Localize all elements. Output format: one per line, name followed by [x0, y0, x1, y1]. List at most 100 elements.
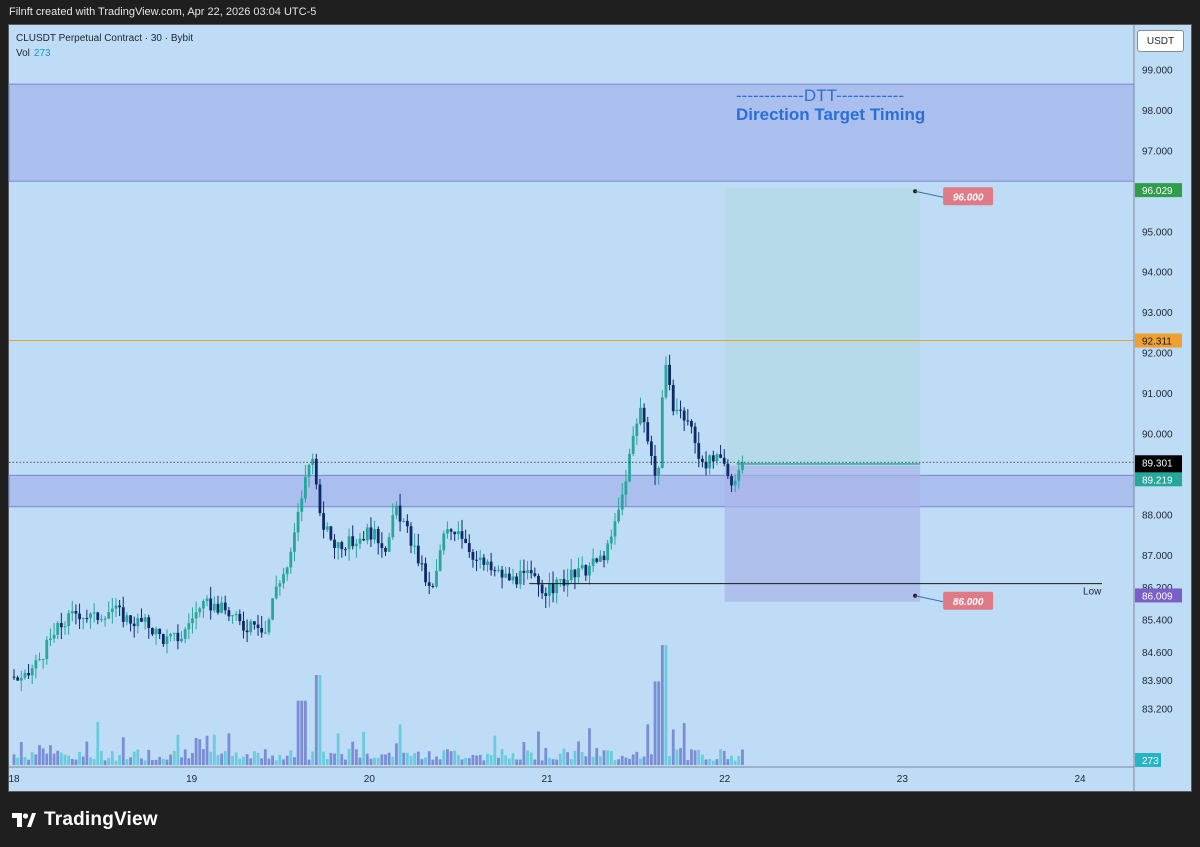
y-tick-label: 92.000 [1142, 349, 1173, 360]
volume-bar [103, 760, 107, 765]
volume-bar [212, 734, 216, 765]
volume-bar [558, 753, 562, 765]
volume-bar [504, 755, 508, 765]
target-callout-label: 96.000 [953, 192, 984, 203]
candle-body [664, 364, 668, 398]
volume-bar [154, 759, 158, 765]
candle-body [118, 605, 122, 608]
candle-body [74, 611, 78, 614]
candle-body [365, 527, 369, 541]
candle-body [85, 618, 89, 620]
candle-body [369, 527, 373, 540]
volume-bar [671, 729, 675, 765]
volume-bar [118, 755, 122, 765]
candle-body [67, 613, 71, 627]
volume-bar [464, 757, 468, 765]
candle-body [628, 453, 631, 482]
volume-bar [606, 750, 610, 765]
candle-body [187, 623, 191, 630]
candle-body [442, 533, 446, 551]
attribution-header: Filnft created with TradingView.com, Apr… [9, 6, 317, 18]
candle-body [518, 570, 522, 585]
volume-bar [690, 749, 693, 765]
annotation-title[interactable]: ------------DTT------------ [736, 86, 904, 105]
volume-bar [387, 752, 391, 765]
volume-bar [405, 752, 409, 765]
symbol-legend: CLUSDT Perpetual Contract · 30 · Bybit [16, 33, 194, 44]
low-label: Low [1083, 587, 1102, 598]
candle-body [722, 457, 726, 464]
volume-bar [435, 756, 438, 765]
volume-bar [486, 753, 489, 765]
volume-bar [598, 756, 602, 765]
candle-body [555, 579, 559, 594]
candle-body [690, 420, 693, 427]
candle-body [110, 608, 114, 613]
candle-body [533, 573, 537, 576]
volume-bar [78, 751, 81, 765]
volume-bar [628, 758, 631, 765]
candle-body [27, 672, 30, 676]
candle-body [307, 464, 311, 477]
candle-body [606, 543, 610, 561]
volume-bar [129, 757, 132, 765]
candle-body [30, 668, 34, 676]
candle-body [59, 622, 63, 628]
candle-body [500, 569, 504, 578]
volume-bar [446, 749, 449, 765]
candle-body [649, 441, 653, 457]
candle-body [354, 543, 358, 547]
volume-bar [227, 733, 231, 765]
volume-bar [548, 757, 551, 765]
candle-body [238, 613, 242, 622]
candle-body [282, 574, 285, 584]
candle-body [63, 626, 67, 628]
volume-bar [478, 754, 482, 765]
candle-body [726, 463, 730, 477]
candle-body [395, 505, 398, 516]
supply-zone [8, 83, 1135, 182]
volume-bar [205, 735, 209, 765]
candle-body [697, 443, 701, 459]
candle-body [293, 532, 296, 552]
annotation-subtitle[interactable]: Direction Target Timing [736, 105, 926, 124]
volume-badge: 273 [1142, 756, 1159, 767]
candle-body [679, 409, 682, 411]
candle-body [540, 584, 544, 594]
candle-body [460, 531, 464, 539]
volume-bar [176, 734, 180, 765]
candle-body [143, 617, 147, 622]
candle-body [242, 621, 245, 631]
volume-bar [347, 748, 351, 765]
candle-body [609, 536, 613, 544]
volume-bar [340, 753, 344, 765]
y-tick-label: 98.000 [1142, 106, 1173, 117]
candle-body [362, 539, 366, 541]
tradingview-logo: TradingView [12, 808, 158, 832]
candle-body [595, 558, 599, 562]
candle-body [256, 624, 260, 628]
volume-bar [569, 759, 573, 765]
volume-bar [322, 751, 325, 765]
volume-bar [402, 752, 406, 765]
candle-body [522, 570, 526, 573]
volume-bar [114, 760, 118, 765]
volume-bar [38, 745, 41, 765]
candle-body [675, 409, 679, 412]
candle-body [161, 634, 165, 644]
candle-body [438, 550, 442, 571]
candle-body [544, 593, 548, 596]
candle-body [96, 612, 100, 620]
currency-button[interactable]: USDT [1137, 30, 1184, 52]
volume-bar [307, 759, 311, 765]
volume-bar [380, 754, 384, 765]
candle-body [577, 568, 580, 578]
candle-body [511, 576, 515, 581]
volume-bar [201, 749, 205, 765]
candle-body [198, 608, 202, 613]
candle-body [176, 632, 180, 642]
candle-body [121, 607, 125, 622]
candle-body [420, 563, 424, 565]
volume-bar [52, 753, 56, 765]
